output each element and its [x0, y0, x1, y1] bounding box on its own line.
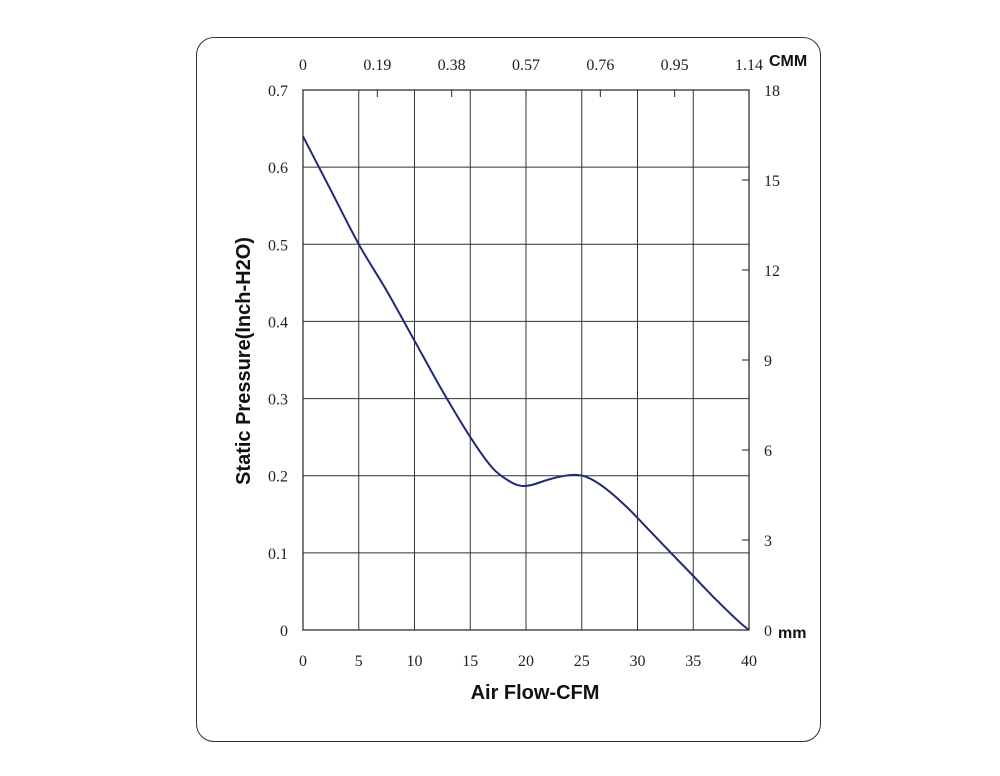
- top-tick-label: 0.19: [363, 57, 391, 74]
- y-tick-label: 0.2: [268, 469, 288, 486]
- top-tick-label: 0.57: [512, 57, 540, 74]
- top-tick-label: 1.14: [735, 57, 763, 74]
- y-axis-title: Static Pressure(Inch-H2O): [233, 237, 255, 485]
- top-tick-label: 0.95: [661, 57, 689, 74]
- x-tick-label: 5: [355, 653, 363, 670]
- y-tick-label: 0.4: [268, 314, 288, 331]
- series-line: [302, 135, 750, 631]
- chart-frame: [196, 37, 821, 742]
- x-tick-label: 20: [518, 653, 534, 670]
- y-tick-label: 0.6: [268, 160, 288, 177]
- right-axis-unit: mm: [778, 625, 806, 642]
- right-tick-label: 9: [764, 353, 772, 370]
- x-tick-label: 10: [407, 653, 423, 670]
- y-tick-label: 0.7: [268, 83, 288, 100]
- grid-lines: [303, 90, 749, 630]
- tick-marks: [302, 89, 750, 631]
- y-tick-label: 0.5: [268, 237, 288, 254]
- top-tick-label: 0: [299, 57, 307, 74]
- right-tick-label: 0: [764, 623, 772, 640]
- top-tick-label: 0.38: [438, 57, 466, 74]
- top-axis-unit: CMM: [769, 53, 807, 70]
- right-tick-label: 18: [764, 83, 780, 100]
- top-tick-label: 0.76: [586, 57, 614, 74]
- x-tick-label: 0: [299, 653, 307, 670]
- right-tick-label: 3: [764, 533, 772, 550]
- x-tick-label: 35: [685, 653, 701, 670]
- y-tick-label: 0: [280, 623, 288, 640]
- right-tick-label: 6: [764, 443, 772, 460]
- y-tick-label: 0.1: [268, 546, 288, 563]
- x-tick-label: 25: [574, 653, 590, 670]
- x-axis-title: Air Flow-CFM: [471, 682, 600, 704]
- x-tick-label: 30: [630, 653, 646, 670]
- right-tick-label: 12: [764, 263, 780, 280]
- x-tick-label: 15: [462, 653, 478, 670]
- right-tick-label: 15: [764, 173, 780, 190]
- x-tick-label: 40: [741, 653, 757, 670]
- y-tick-label: 0.3: [268, 392, 288, 409]
